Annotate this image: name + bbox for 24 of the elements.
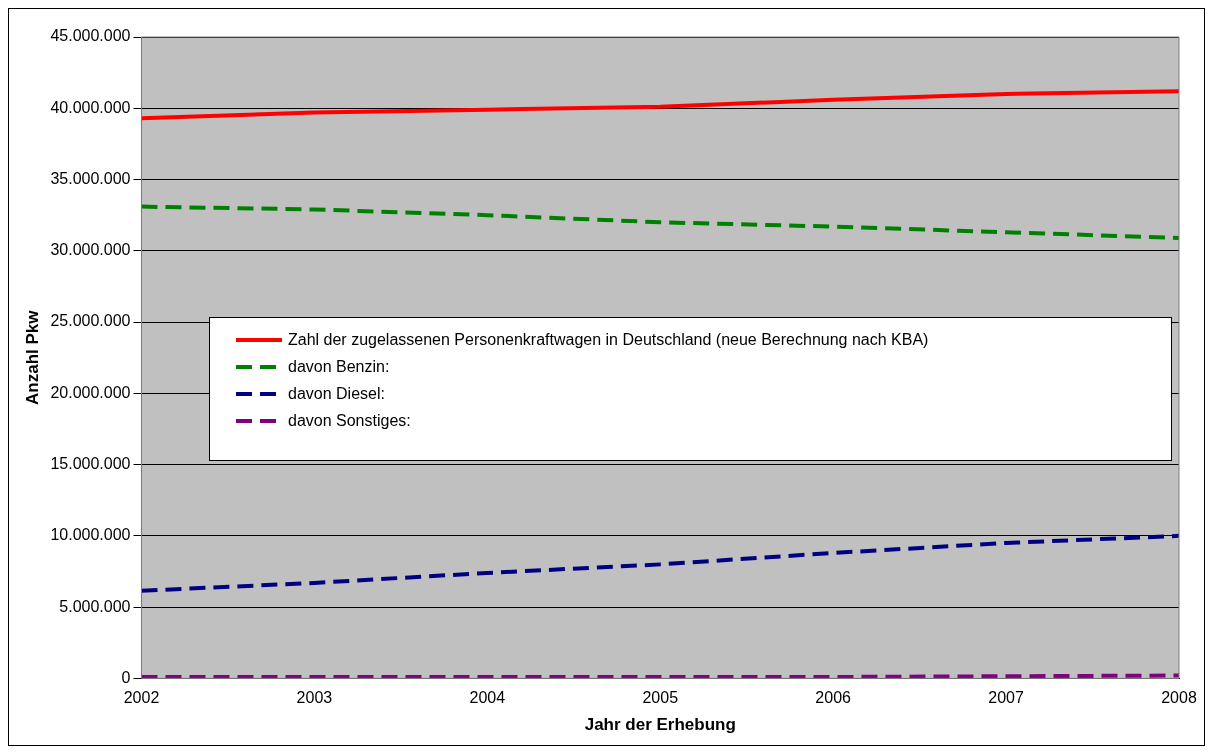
x-tick-label: 2006 xyxy=(815,689,852,707)
y-tick-label: 25.000.000 xyxy=(50,312,131,330)
legend-label: davon Diesel: xyxy=(288,384,385,403)
x-axis-title: Jahr der Erhebung xyxy=(584,715,736,735)
y-tick-label: 35.000.000 xyxy=(50,169,131,187)
y-tick-label: 5.000.000 xyxy=(59,597,131,615)
y-tick-label: 30.000.000 xyxy=(50,241,131,259)
x-tick-label: 2004 xyxy=(469,689,506,707)
x-tick-label: 2007 xyxy=(988,689,1024,707)
y-axis-title: Anzahl Pkw xyxy=(22,309,42,405)
x-tick-label: 2008 xyxy=(1161,689,1197,707)
x-tick-label: 2003 xyxy=(296,689,333,707)
line-series xyxy=(141,204,1179,240)
legend-label: Zahl der zugelassenen Personenkraftwagen in Deutschland (neue Berechnung nach KBA) xyxy=(288,330,929,349)
x-tick-label: 2005 xyxy=(642,689,679,707)
y-tick-label: 45.000.000 xyxy=(50,27,131,45)
y-tick-label: 40.000.000 xyxy=(50,98,131,116)
x-tick-label: 2002 xyxy=(123,689,160,707)
y-tick-label: 10.000.000 xyxy=(50,526,131,544)
y-tick-label: 0 xyxy=(121,668,131,686)
y-tick-label: 15.000.000 xyxy=(50,455,131,473)
y-tick-label: 20.000.000 xyxy=(50,383,131,401)
legend-label: davon Sonstiges: xyxy=(288,411,411,430)
legend-label: davon Benzin: xyxy=(288,357,390,376)
